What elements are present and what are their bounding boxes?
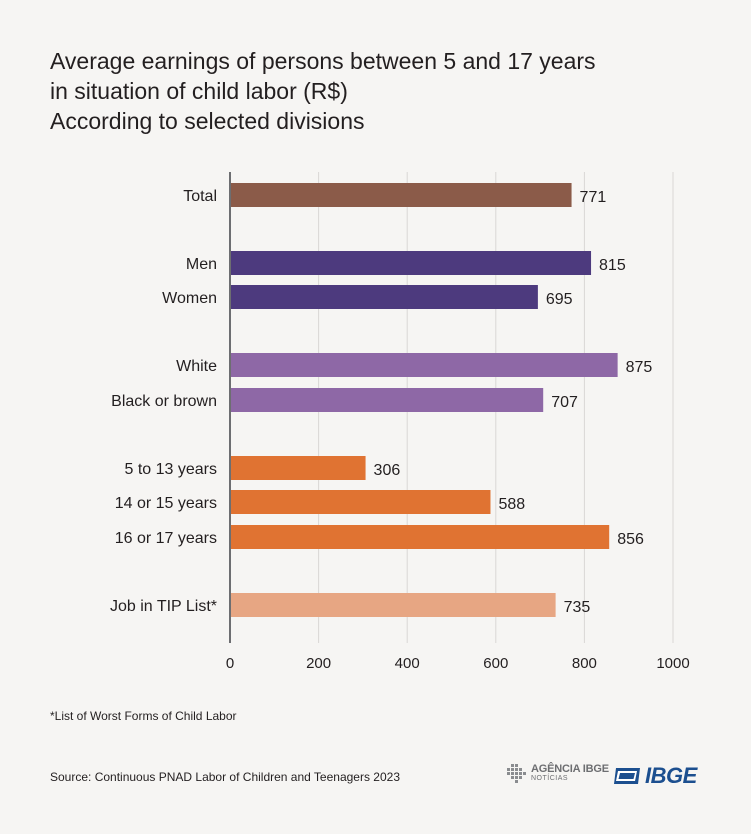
category-label-5: 5 to 13 years [125,461,218,478]
bar-7 [230,525,610,549]
footnote: *List of Worst Forms of Child Labor [50,709,237,723]
ibge-logo-text: IBGE [645,763,697,788]
x-tick-label-600: 600 [483,655,508,672]
value-label-4: 707 [551,394,578,411]
category-label-6: 14 or 15 years [115,495,217,512]
agencia-grid-icon [505,763,527,785]
source-note: Source: Continuous PNAD Labor of Childre… [50,770,401,784]
bar-2 [230,285,538,309]
bar-4 [230,388,544,412]
category-label-4: Black or brown [111,393,217,410]
ibge-logo: IBGE [612,763,697,789]
value-label-1: 815 [599,257,626,274]
bar-6 [230,490,491,514]
category-label-3: White [176,358,217,375]
title-line-2: in situation of child labor (R$) [50,78,348,104]
x-tick-label-200: 200 [306,655,331,672]
value-label-3: 875 [626,359,653,376]
chart-title: Average earnings of persons between 5 an… [50,46,596,136]
title-line-3: According to selected divisions [50,108,365,134]
bar-1 [230,251,592,275]
value-label-7: 856 [617,531,644,548]
category-label-8: Job in TIP List* [110,598,217,615]
x-tick-label-400: 400 [395,655,420,672]
value-label-6: 588 [498,496,525,513]
value-label-8: 735 [564,599,591,616]
category-label-1: Men [186,256,217,273]
category-label-0: Total [183,188,217,205]
agencia-logo-text: AGÊNCIA IBGE [531,763,609,775]
bar-chart: Total 771 Men 815 Women 695 White 875 Black or b… [110,172,690,672]
value-label-0: 771 [580,189,607,206]
agencia-logo-subtext: NOTÍCIAS [531,775,569,782]
title-line-1: Average earnings of persons between 5 an… [50,48,596,74]
bar-0 [230,183,572,207]
category-label-2: Women [162,290,217,307]
value-label-2: 695 [546,291,573,308]
ibge-mark-icon [614,768,640,784]
x-tick-label-800: 800 [572,655,597,672]
x-tick-label-1000: 1000 [656,655,689,672]
agencia-ibge-logo: AGÊNCIA IBGE NOTÍCIAS [505,763,609,785]
bar-8 [230,593,556,617]
category-label-7: 16 or 17 years [115,530,217,547]
value-label-5: 306 [374,462,401,479]
bar-5 [230,456,366,480]
bar-3 [230,353,618,377]
x-tick-label-0: 0 [226,655,234,672]
